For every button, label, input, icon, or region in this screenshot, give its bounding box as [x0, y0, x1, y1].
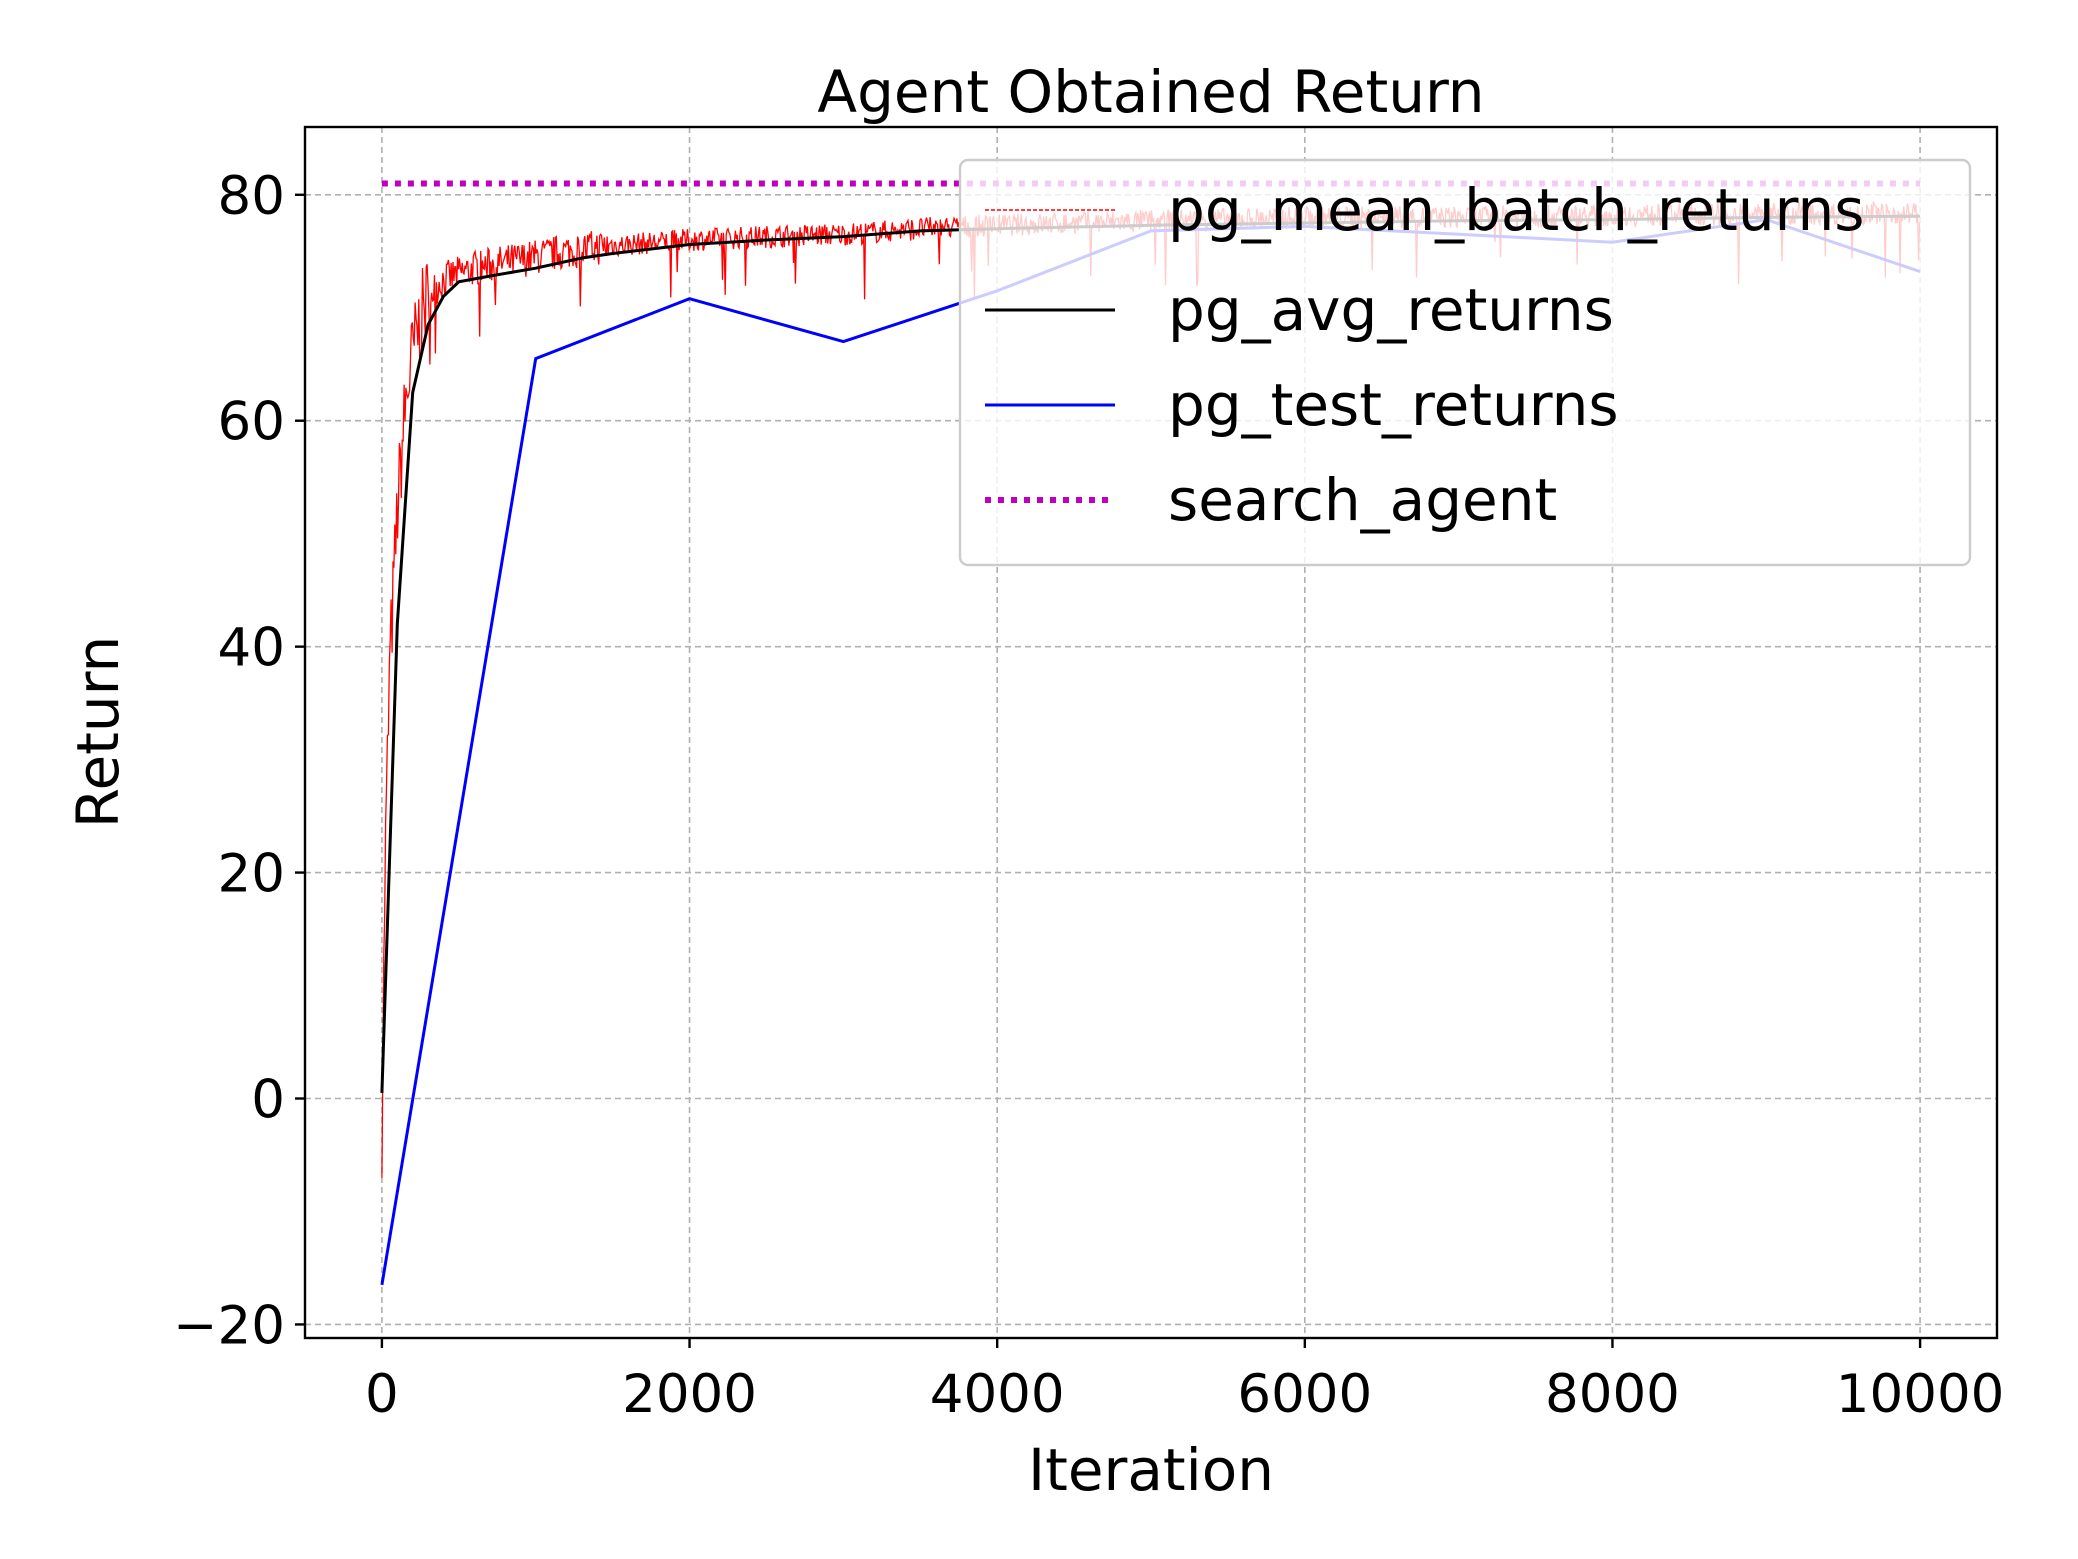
x-tick-label: 4000 — [930, 1364, 1065, 1425]
x-axis-label: Iteration — [1028, 1436, 1274, 1504]
x-tick-label: 2000 — [622, 1364, 757, 1425]
legend-entry-pg_mean_batch_returns: pg_mean_batch_returns — [985, 176, 1864, 244]
legend-label: search_agent — [1168, 466, 1557, 534]
plot-frame — [303, 125, 1999, 1340]
axis-ticks: 0 2000 4000 6000 8000 10000 −20 0 20 40 60 80 — [173, 166, 2004, 1425]
x-tick-label: 0 — [365, 1364, 399, 1425]
x-tick-label: 8000 — [1545, 1364, 1680, 1425]
y-tick-label: 20 — [218, 844, 285, 905]
legend-entry-pg_test_returns: pg_test_returns — [985, 371, 1619, 439]
legend-box — [958, 158, 1972, 567]
y-tick-label: 0 — [251, 1070, 285, 1131]
legend-entry-search_agent: search_agent — [985, 466, 1557, 534]
legend: pg_mean_batch_returns pg_avg_returns pg_te… — [958, 158, 1972, 567]
y-tick-label: 80 — [218, 166, 285, 227]
chart-title: Agent Obtained Return — [817, 58, 1484, 126]
y-tick-label: 40 — [218, 618, 285, 679]
legend-label: pg_avg_returns — [1168, 276, 1614, 344]
x-tick-label: 6000 — [1237, 1364, 1372, 1425]
legend-label: pg_mean_batch_returns — [1168, 176, 1864, 244]
x-tick-label: 10000 — [1836, 1364, 2005, 1425]
y-tick-label: 60 — [218, 392, 285, 453]
legend-entry-pg_avg_returns: pg_avg_returns — [985, 276, 1614, 344]
y-axis-label: Return — [64, 636, 132, 828]
y-tick-label: −20 — [173, 1295, 285, 1356]
legend-label: pg_test_returns — [1168, 371, 1619, 439]
